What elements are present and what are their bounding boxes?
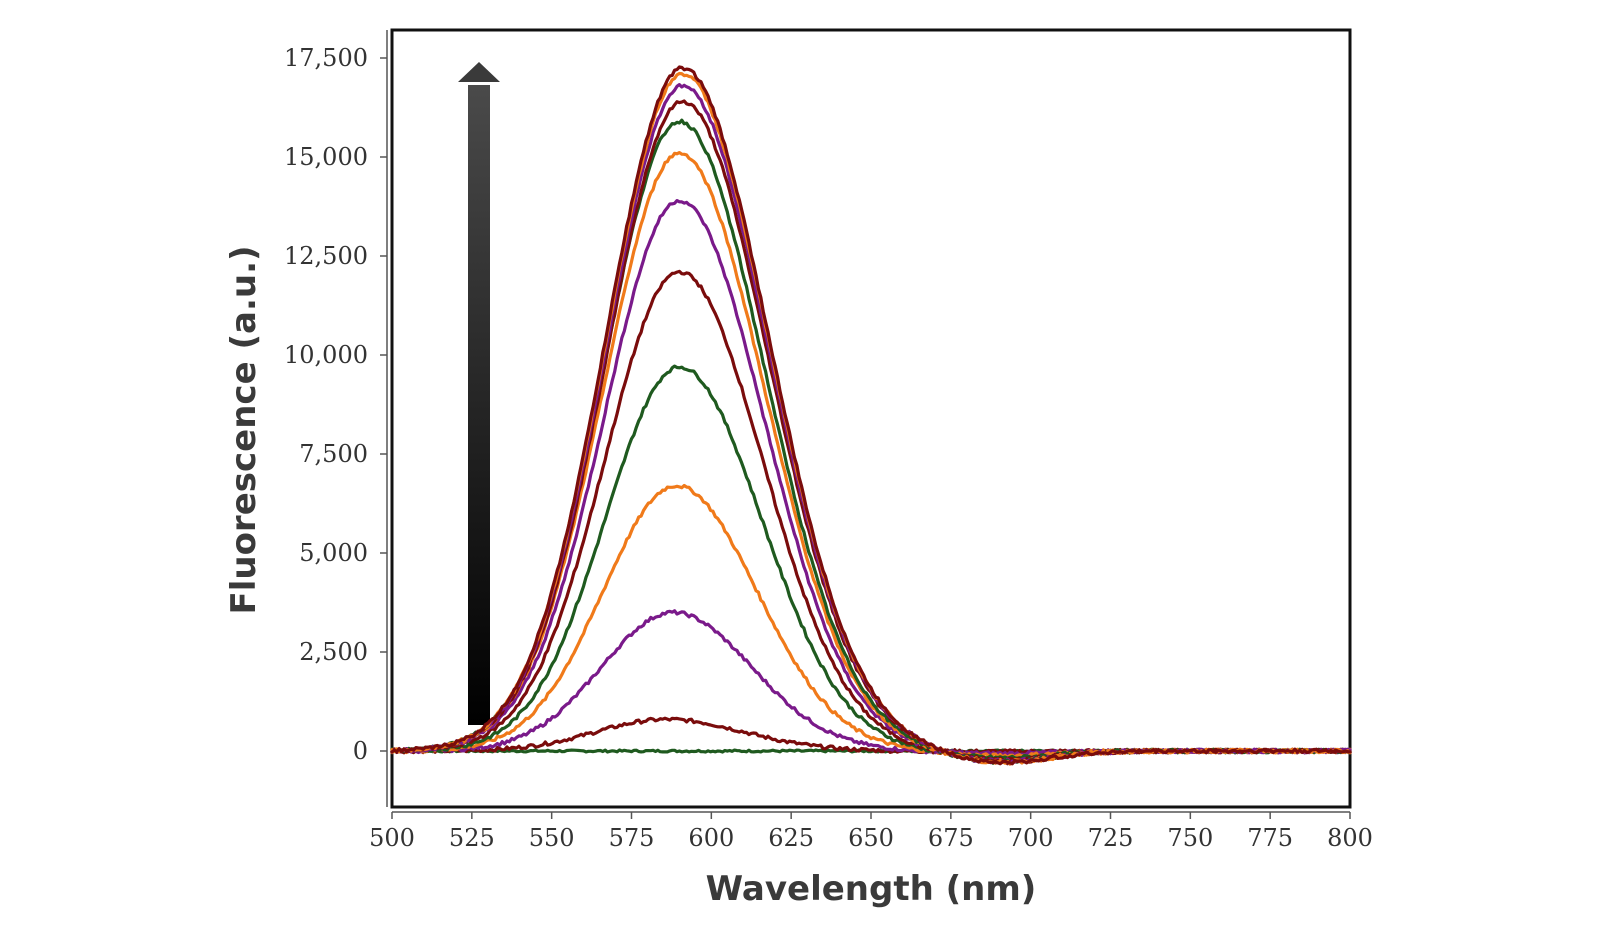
x-tick-label: 625 <box>768 824 814 852</box>
y-tick-label: 17,500 <box>284 44 368 72</box>
y-tick-label: 0 <box>353 737 368 765</box>
x-tick-label: 750 <box>1167 824 1213 852</box>
x-tick-label: 800 <box>1327 824 1373 852</box>
y-tick-label: 7,500 <box>299 440 368 468</box>
y-tick-labels: 17,500 15,000 12,500 10,000 7,500 5,000 2,500 0 <box>284 44 368 765</box>
x-axis-title: Wavelength (nm) <box>706 869 1037 909</box>
y-axis-title: Fluorescence (a.u.) <box>224 245 264 614</box>
x-tick-label: 700 <box>1008 824 1054 852</box>
y-tick-label: 5,000 <box>299 539 368 567</box>
increase-arrow-icon <box>458 62 500 725</box>
x-tick-label: 575 <box>609 824 655 852</box>
plot-frame <box>390 28 1352 809</box>
x-tick-label: 525 <box>449 824 495 852</box>
spectra-series <box>390 65 1352 766</box>
tick-marks <box>380 57 1351 819</box>
x-tick-labels: 500 525 550 575 600 625 650 675 700 725 750 775 800 <box>369 824 1373 852</box>
y-tick-label: 10,000 <box>284 341 368 369</box>
x-tick-label: 500 <box>369 824 415 852</box>
x-tick-label: 675 <box>928 824 974 852</box>
x-tick-label: 650 <box>848 824 894 852</box>
x-tick-label: 600 <box>688 824 734 852</box>
spectrum-line-13 <box>390 65 1352 766</box>
x-tick-label: 550 <box>529 824 575 852</box>
y-tick-label: 12,500 <box>284 242 368 270</box>
x-tick-label: 725 <box>1088 824 1134 852</box>
x-tick-label: 775 <box>1247 824 1293 852</box>
y-tick-label: 2,500 <box>299 638 368 666</box>
y-tick-label: 15,000 <box>284 143 368 171</box>
